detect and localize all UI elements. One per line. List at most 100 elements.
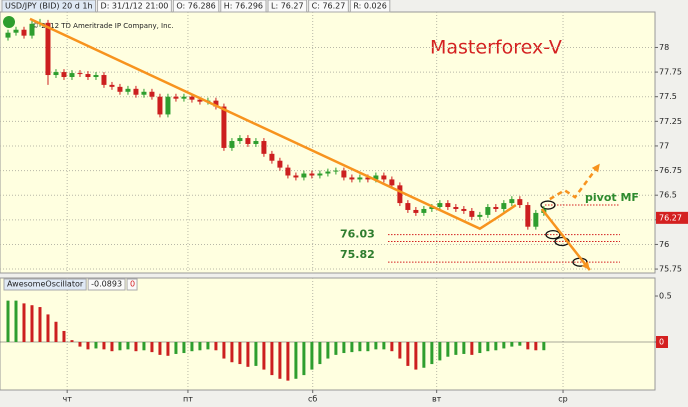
oscillator-bar	[526, 342, 530, 350]
oscillator-bar	[38, 307, 42, 342]
oscillator-bar	[350, 342, 354, 353]
x-tick-label: вт	[432, 395, 442, 404]
oscillator-bar	[374, 342, 378, 350]
oscillator-bar	[134, 342, 138, 352]
oscillator-bar	[230, 342, 234, 363]
header-box	[172, 0, 220, 13]
candle-body	[21, 29, 27, 36]
candle-body	[117, 86, 123, 92]
candle-body	[69, 73, 75, 78]
oscillator-bar	[334, 342, 338, 355]
header-field: C: 76.27	[312, 2, 346, 11]
candle-body	[61, 72, 67, 78]
header-field: O: 76.286	[176, 2, 215, 11]
candle-body	[229, 141, 235, 148]
candle-body	[29, 23, 35, 36]
candle-body	[261, 141, 267, 154]
oscillator-bar	[166, 342, 170, 356]
candle-body	[165, 96, 171, 115]
oscillator-bar	[382, 342, 386, 350]
candle-body	[277, 160, 283, 168]
forecast-down	[540, 208, 591, 271]
candle-body	[45, 22, 51, 76]
header-field: D: 31/1/12 21:00	[101, 2, 169, 11]
oscillator-bar	[422, 342, 426, 368]
price-label: 76.27	[659, 213, 682, 222]
oscillator-bar	[270, 342, 274, 376]
oscillator-bar	[190, 342, 194, 352]
oscillator-bar	[398, 342, 402, 359]
candle-body	[493, 207, 499, 209]
y-tick-label: 76	[659, 240, 669, 249]
candle-body	[341, 170, 347, 178]
oscillator-bar	[478, 342, 482, 354]
oscillator-bar	[278, 342, 282, 379]
candle-body	[53, 72, 59, 76]
header-field: R: 0.026	[353, 2, 386, 11]
candle-body	[485, 207, 491, 215]
candle-body	[365, 177, 371, 180]
candle-body	[429, 207, 435, 209]
header-box	[220, 0, 267, 13]
header-box	[267, 0, 308, 13]
y-tick-label: 75.75	[659, 265, 682, 274]
oscillator-bar	[254, 342, 258, 366]
level-label: 75.82	[340, 248, 375, 261]
x-tick-label: ср	[558, 395, 567, 404]
y-tick-label: 77.5	[659, 92, 677, 101]
header-box	[349, 0, 391, 13]
oscillator-bar	[246, 342, 250, 367]
candle-body	[197, 99, 203, 102]
candle-body	[357, 177, 363, 180]
candle-body	[181, 96, 187, 99]
arrow-head	[591, 163, 600, 173]
level-label: 76.03	[340, 227, 375, 240]
level-marker	[554, 236, 570, 247]
y-tick-label: 77.75	[659, 68, 682, 77]
oscillator-bar	[86, 342, 90, 350]
oscillator-bar	[494, 342, 498, 351]
candle-body	[381, 175, 387, 180]
y-tick-label: 78	[659, 43, 669, 52]
oscillator-bar	[510, 342, 514, 347]
oscillator-bar	[286, 342, 290, 381]
candle-body	[93, 75, 99, 78]
candle-body	[389, 179, 395, 186]
candle-body	[309, 173, 315, 176]
oscillator-bar	[150, 342, 154, 353]
candle-body	[213, 100, 219, 107]
oscillator-bar	[222, 342, 226, 359]
oscillator-bar	[102, 342, 106, 350]
oscillator-bar	[342, 342, 346, 354]
header-field: H: 76.296	[224, 2, 263, 11]
trend-line	[29, 17, 517, 231]
oscillator-bar	[54, 321, 58, 342]
candle-body	[101, 75, 107, 85]
oscillator-name: AwesomeOscillator	[7, 280, 84, 289]
header-field: USD/JPY (BID) 20 d 1h	[5, 2, 93, 11]
oscillator-bar	[502, 342, 506, 349]
oscillator-bar	[438, 342, 442, 361]
candle-body	[157, 96, 163, 115]
oscillator-bar	[206, 342, 210, 350]
oscillator-last-box	[87, 278, 126, 291]
candle-body	[125, 88, 131, 92]
oscillator-bar	[78, 342, 82, 347]
header-box	[97, 0, 172, 13]
oscillator-name-box	[3, 278, 87, 291]
y-tick-label: 77.25	[659, 117, 682, 126]
oscillator-bar	[294, 342, 298, 379]
oscillator-bar	[238, 342, 242, 365]
candle-body	[269, 153, 275, 161]
candle-body	[469, 210, 475, 217]
candle-body	[533, 212, 539, 227]
oscillator-bar	[174, 342, 178, 354]
oscillator-bar	[446, 342, 450, 357]
oscillator-bar	[302, 342, 306, 376]
oscillator-bar	[70, 340, 74, 342]
y-tick-label: 0	[659, 338, 664, 347]
oscillator-bar	[470, 342, 474, 355]
oscillator-bar	[310, 342, 314, 370]
oscillator-bar	[30, 305, 34, 342]
x-tick-label: пт	[183, 395, 193, 404]
